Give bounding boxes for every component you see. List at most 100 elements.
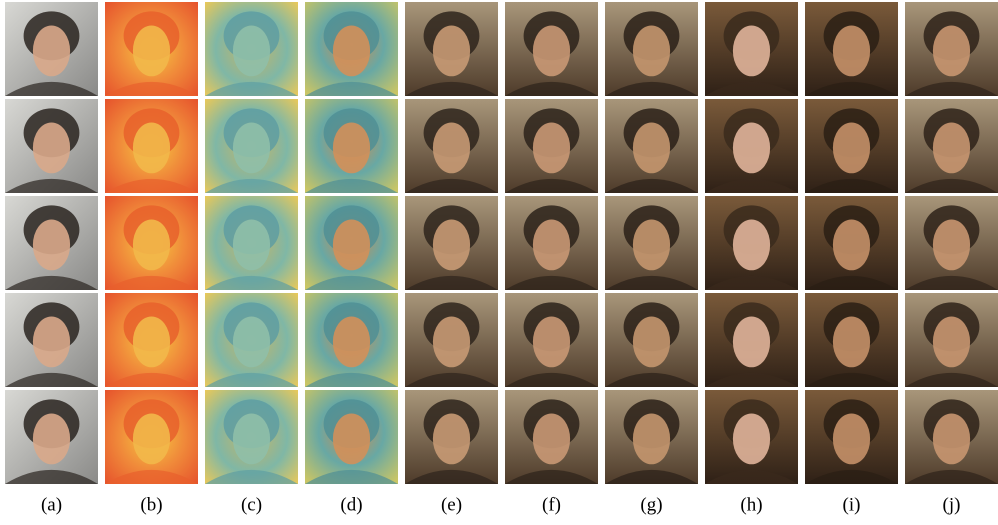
column-label: (b) [140,494,162,515]
face [633,414,670,465]
face [133,220,170,271]
image-cell [5,99,98,193]
image-cell [305,2,398,96]
column-label: (a) [41,494,62,515]
face [933,26,970,77]
image-cell [605,390,698,484]
face [833,414,870,465]
column-label: (c) [241,494,262,515]
image-cell [605,99,698,193]
image-cell [705,293,798,387]
image-cell [405,293,498,387]
image-cell [205,2,298,96]
face [833,317,870,368]
face [333,414,370,465]
image-cell [205,99,298,193]
face [333,123,370,174]
face [733,123,770,174]
face [33,220,70,271]
face [233,220,270,271]
column-labels: (a)(b)(c)(d)(e)(f)(g)(h)(i)(j) [41,494,961,515]
face [633,220,670,271]
face [33,414,70,465]
image-cell [505,2,598,96]
image-cell [305,99,398,193]
face [233,26,270,77]
image-cell [505,293,598,387]
face [433,220,470,271]
face [833,26,870,77]
image-cell [805,293,898,387]
image-cell [105,196,198,290]
image-cell [905,390,998,484]
face [833,220,870,271]
face [433,26,470,77]
face [533,123,570,174]
face [33,26,70,77]
image-cell [305,196,398,290]
face [433,317,470,368]
face [633,317,670,368]
image-cell [5,390,98,484]
face [333,26,370,77]
column-label: (j) [943,494,961,515]
face [133,26,170,77]
face [333,220,370,271]
image-cell [205,293,298,387]
image-cell [905,293,998,387]
image-cell [5,196,98,290]
image-cell [305,390,398,484]
image-cell [605,2,698,96]
face [433,414,470,465]
column-label: (e) [441,494,462,515]
image-grid [5,2,998,484]
image-cell [705,99,798,193]
image-cell [5,293,98,387]
image-cell [105,2,198,96]
face [533,220,570,271]
face [633,123,670,174]
figure: (a)(b)(c)(d)(e)(f)(g)(h)(i)(j) [0,0,998,520]
image-cell [605,293,698,387]
image-cell [405,99,498,193]
image-cell [105,99,198,193]
face [733,414,770,465]
image-cell [505,390,598,484]
image-cell [5,2,98,96]
image-cell [905,99,998,193]
face [533,414,570,465]
face [933,220,970,271]
face [733,26,770,77]
image-cell [805,196,898,290]
face [533,26,570,77]
image-cell [705,196,798,290]
column-label: (i) [843,494,861,515]
face [333,317,370,368]
face [933,317,970,368]
image-cell [205,196,298,290]
face [533,317,570,368]
face [33,123,70,174]
image-cell [405,2,498,96]
face [133,317,170,368]
image-cell [805,390,898,484]
column-label: (f) [542,494,561,515]
face [233,317,270,368]
image-cell [505,99,598,193]
face [33,317,70,368]
image-cell [605,196,698,290]
face [733,317,770,368]
face [933,123,970,174]
face [433,123,470,174]
column-label: (d) [340,494,362,515]
face [933,414,970,465]
face [233,414,270,465]
image-cell [205,390,298,484]
image-cell [105,293,198,387]
image-cell [905,2,998,96]
image-cell [505,196,598,290]
image-cell [105,390,198,484]
face [133,123,170,174]
face [733,220,770,271]
image-cell [405,196,498,290]
